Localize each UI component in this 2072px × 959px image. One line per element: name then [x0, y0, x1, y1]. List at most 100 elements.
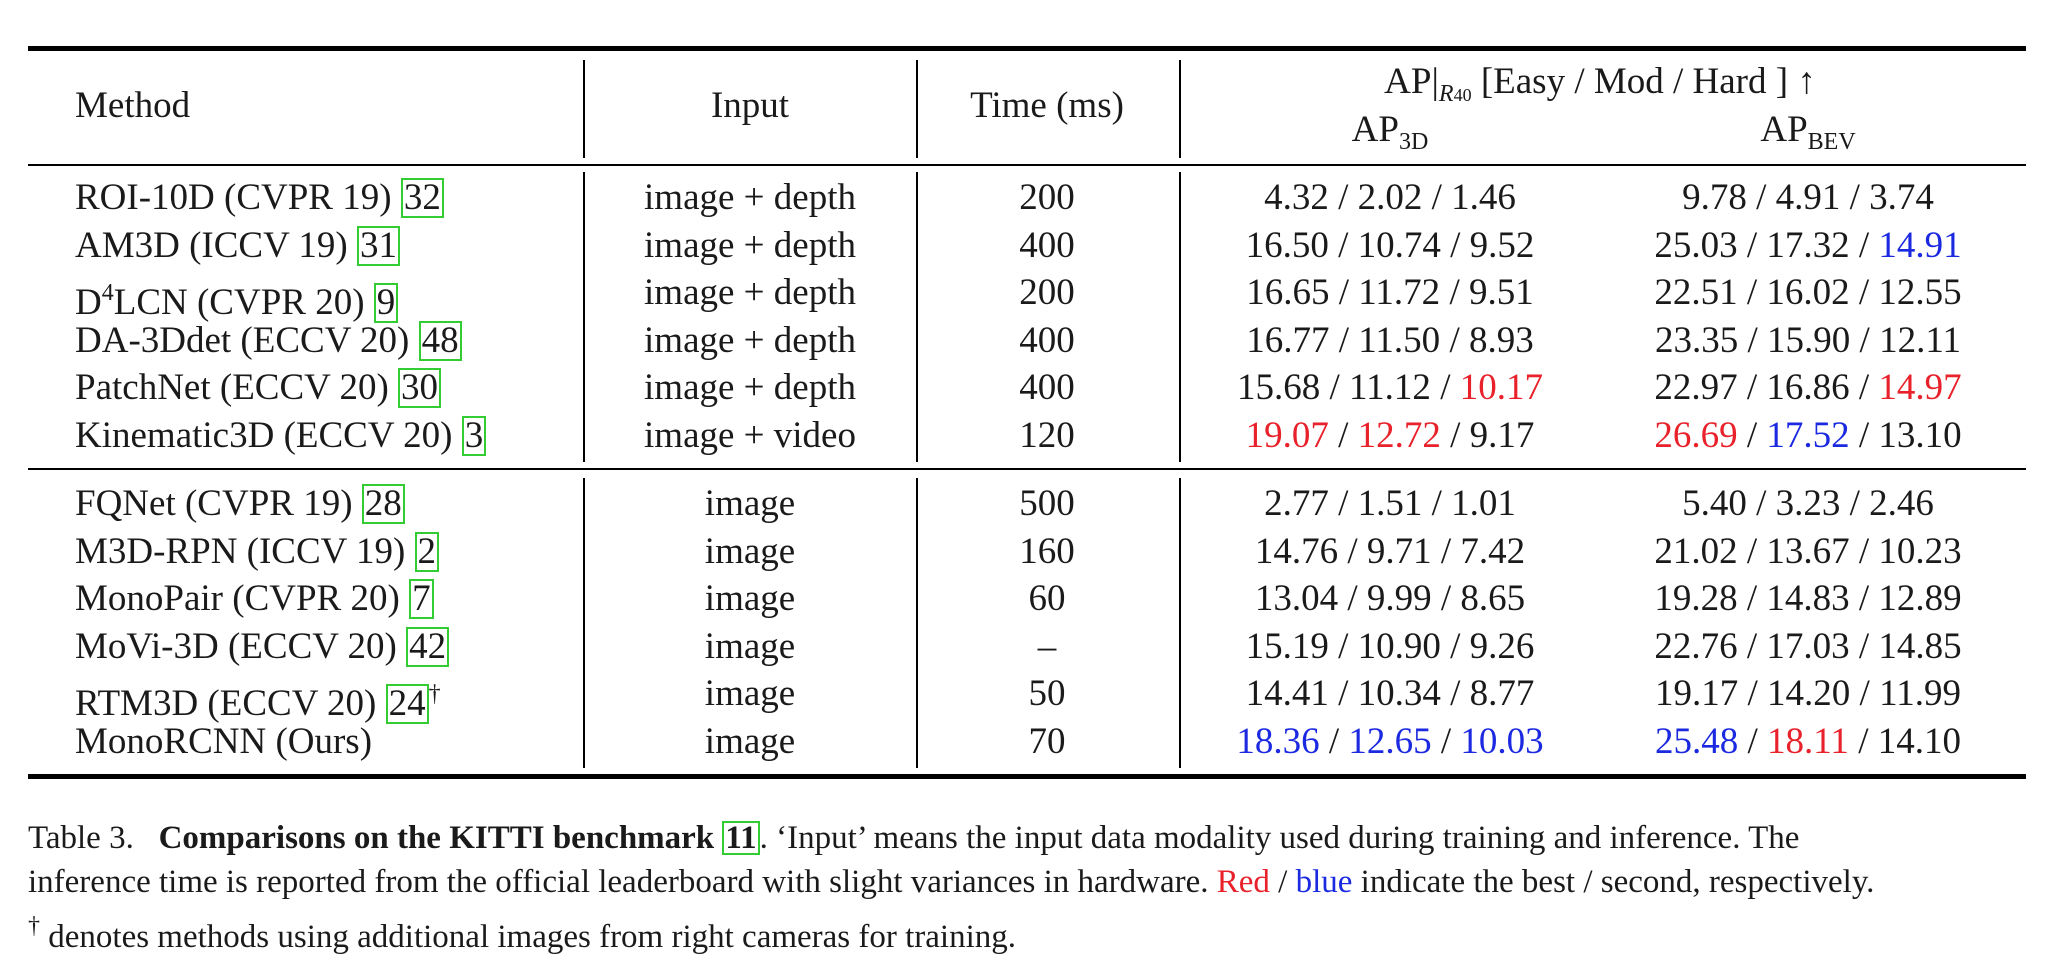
ap-value: 14.20 — [1767, 673, 1851, 715]
ap-values: 25.03 / 17.32 / 14.91 — [1654, 224, 1962, 266]
citation-link[interactable]: 3 — [461, 416, 487, 456]
ap-value: 13.67 — [1766, 530, 1850, 572]
ap-value: 1.46 — [1451, 177, 1516, 218]
ap-value: 13.04 — [1254, 578, 1339, 620]
ap-values: 5.40 / 3.23 / 2.46 — [1682, 483, 1934, 524]
ap-values: 16.77 / 11.50 / 8.93 — [1246, 319, 1534, 361]
header-method: Method — [75, 85, 191, 126]
ap-value: 9.99 — [1366, 578, 1432, 620]
ap-value: 7.42 — [1460, 530, 1526, 572]
inference-time: 70 — [1028, 721, 1066, 762]
ap-value: 10.03 — [1460, 721, 1544, 762]
ap-value: 25.48 — [1655, 721, 1739, 762]
method-name: MonoRCNN (Ours) — [75, 721, 373, 762]
method-name: MoVi-3D (ECCV 20) 42 — [75, 625, 450, 669]
header-time: Time (ms) — [970, 85, 1124, 126]
citation-link[interactable]: 7 — [409, 579, 434, 620]
method-name: Kinematic3D (ECCV 20) 3 — [75, 414, 487, 458]
citation-link[interactable]: 48 — [418, 320, 462, 361]
citation-link[interactable]: 32 — [400, 178, 444, 218]
citation-link[interactable]: 42 — [406, 626, 450, 667]
col-divider-method — [583, 60, 585, 158]
ap-value: 14.10 — [1877, 721, 1961, 762]
ap-value: 15.19 — [1245, 625, 1329, 667]
group-divider-rule — [28, 468, 2026, 470]
ap-values: 16.65 / 11.72 / 9.51 — [1246, 272, 1534, 314]
input-modality: image + depth — [644, 319, 856, 361]
col-divider-time — [1179, 172, 1181, 462]
ap-value: 18.36 — [1236, 721, 1320, 762]
ap-values: 14.41 / 10.34 / 8.77 — [1245, 673, 1535, 715]
ap-value: 10.74 — [1357, 224, 1441, 266]
ap-value: 22.51 — [1654, 272, 1738, 314]
ap-value: 4.91 — [1775, 177, 1841, 218]
col-divider-input — [916, 478, 918, 768]
inference-time: 200 — [1019, 177, 1075, 218]
ap-value: 18.11 — [1767, 721, 1849, 762]
header-ap-group: AP|R40 [Easy / Mod / Hard ] ↑ — [1384, 61, 1816, 107]
ap-value: 14.85 — [1878, 625, 1962, 667]
ap-value: 19.07 — [1245, 415, 1329, 456]
ap-value: 13.10 — [1878, 415, 1962, 456]
inference-time: 60 — [1028, 578, 1066, 620]
col-divider-time — [1179, 478, 1181, 768]
ap-value: 9.71 — [1366, 530, 1432, 572]
ap-value: 8.93 — [1468, 319, 1534, 361]
ap-value: 9.17 — [1469, 415, 1535, 456]
header-apbev: APBEV — [1760, 109, 1856, 155]
ap-values: 16.50 / 10.74 / 9.52 — [1245, 224, 1535, 266]
ap-value: 11.50 — [1358, 319, 1441, 361]
ap-value: 4.32 — [1264, 177, 1329, 218]
ap-value: 3.23 — [1775, 483, 1841, 524]
input-modality: image — [704, 530, 796, 572]
ap-values: 19.28 / 14.83 / 12.89 — [1654, 578, 1962, 620]
input-modality: image + depth — [644, 177, 856, 218]
method-name: AM3D (ICCV 19) 31 — [75, 224, 400, 268]
ap-value: 14.41 — [1245, 673, 1329, 715]
input-modality: image — [704, 625, 796, 667]
ap-value: 9.52 — [1469, 224, 1535, 266]
ap-value: 22.97 — [1654, 367, 1738, 409]
input-modality: image — [704, 673, 796, 715]
input-modality: image + video — [644, 415, 856, 456]
inference-time: – — [1037, 625, 1057, 667]
ap-values: 23.35 / 15.90 / 12.11 — [1655, 319, 1961, 361]
citation-link[interactable]: 28 — [361, 484, 405, 524]
ap-value: 16.77 — [1246, 319, 1330, 361]
col-divider-time — [1179, 60, 1181, 158]
ap-value: 11.12 — [1349, 367, 1431, 409]
ap-values: 22.76 / 17.03 / 14.85 — [1654, 625, 1962, 667]
input-modality: image — [704, 483, 796, 524]
header-ap3d: AP3D — [1351, 109, 1429, 155]
method-name: DA-3Ddet (ECCV 20) 48 — [75, 319, 462, 363]
inference-time: 400 — [1019, 224, 1075, 266]
input-modality: image — [704, 721, 796, 762]
ap-value: 21.02 — [1654, 530, 1738, 572]
inference-time: 500 — [1019, 483, 1075, 524]
input-modality: image + depth — [644, 367, 856, 409]
method-name: MonoPair (CVPR 20) 7 — [75, 577, 434, 621]
citation-link[interactable]: 11 — [722, 821, 760, 855]
ap-values: 21.02 / 13.67 / 10.23 — [1654, 530, 1962, 572]
citation-link[interactable]: 31 — [356, 225, 400, 266]
ap-value: 10.23 — [1878, 530, 1962, 572]
ap-value: 16.02 — [1766, 272, 1850, 314]
ap-value: 3.74 — [1869, 177, 1934, 218]
col-divider-input — [916, 60, 918, 158]
ap-value: 14.76 — [1254, 530, 1339, 572]
ap-value: 10.17 — [1459, 367, 1543, 409]
ap-value: 12.11 — [1879, 319, 1961, 361]
ap-values: 26.69 / 17.52 / 13.10 — [1654, 415, 1962, 456]
ap-value: 2.02 — [1357, 177, 1423, 218]
ap-value: 8.77 — [1469, 673, 1535, 715]
ap-value: 15.68 — [1237, 367, 1321, 409]
citation-link[interactable]: 30 — [398, 368, 442, 409]
citation-link[interactable]: 24 — [385, 684, 429, 725]
citation-link[interactable]: 9 — [373, 283, 399, 324]
ap-value: 12.55 — [1878, 272, 1962, 314]
ap-value: 16.50 — [1245, 224, 1329, 266]
citation-link[interactable]: 2 — [414, 531, 440, 572]
ap-value: 17.32 — [1766, 224, 1850, 266]
inference-time: 400 — [1019, 319, 1075, 361]
method-name: PatchNet (ECCV 20) 30 — [75, 366, 442, 410]
